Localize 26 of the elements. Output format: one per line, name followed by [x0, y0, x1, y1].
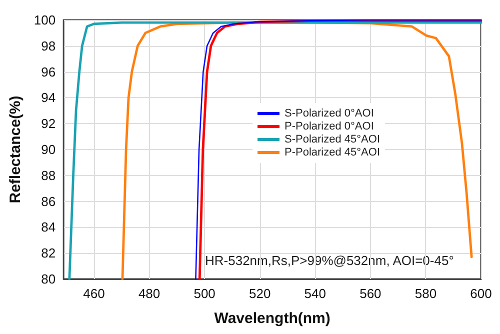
x-tick-label: 500	[194, 286, 216, 301]
x-tick-label: 460	[83, 286, 105, 301]
x-tick-label: 560	[360, 286, 382, 301]
x-tick-label: 480	[138, 286, 160, 301]
annotation: HR-532nm,Rs,P>99%@532nm, AOI=0-45°	[205, 253, 454, 268]
x-tick-label: 520	[249, 286, 271, 301]
y-tick-label: 98	[41, 38, 56, 54]
y-tick-label: 94	[41, 90, 56, 106]
x-axis-title: Wavelength(nm)	[214, 310, 330, 327]
y-tick-label: 80	[41, 272, 56, 286]
y-tick-label: 96	[41, 64, 56, 80]
y-tick-label: 82	[41, 246, 56, 261]
y-tick-label: 92	[41, 116, 56, 132]
x-tick-label: 580	[414, 286, 437, 301]
x-tick-label: 600	[470, 286, 492, 301]
y-tick-label: 100	[34, 12, 56, 28]
legend-label: P-Polarized 45°AOI	[284, 146, 380, 158]
y-tick-label: 88	[41, 168, 56, 183]
y-tick-label: 90	[41, 142, 56, 157]
legend-label: S-Polarized 45°AOI	[284, 134, 380, 146]
legend-label: P-Polarized 0°AOI	[284, 120, 374, 132]
y-tick-label: 86	[41, 194, 56, 209]
y-axis-title: Reflectance(%)	[7, 96, 24, 204]
y-tick-label: 84	[41, 220, 56, 235]
legend-label: S-Polarized 0°AOI	[284, 108, 374, 120]
x-tick-label: 540	[304, 286, 326, 301]
